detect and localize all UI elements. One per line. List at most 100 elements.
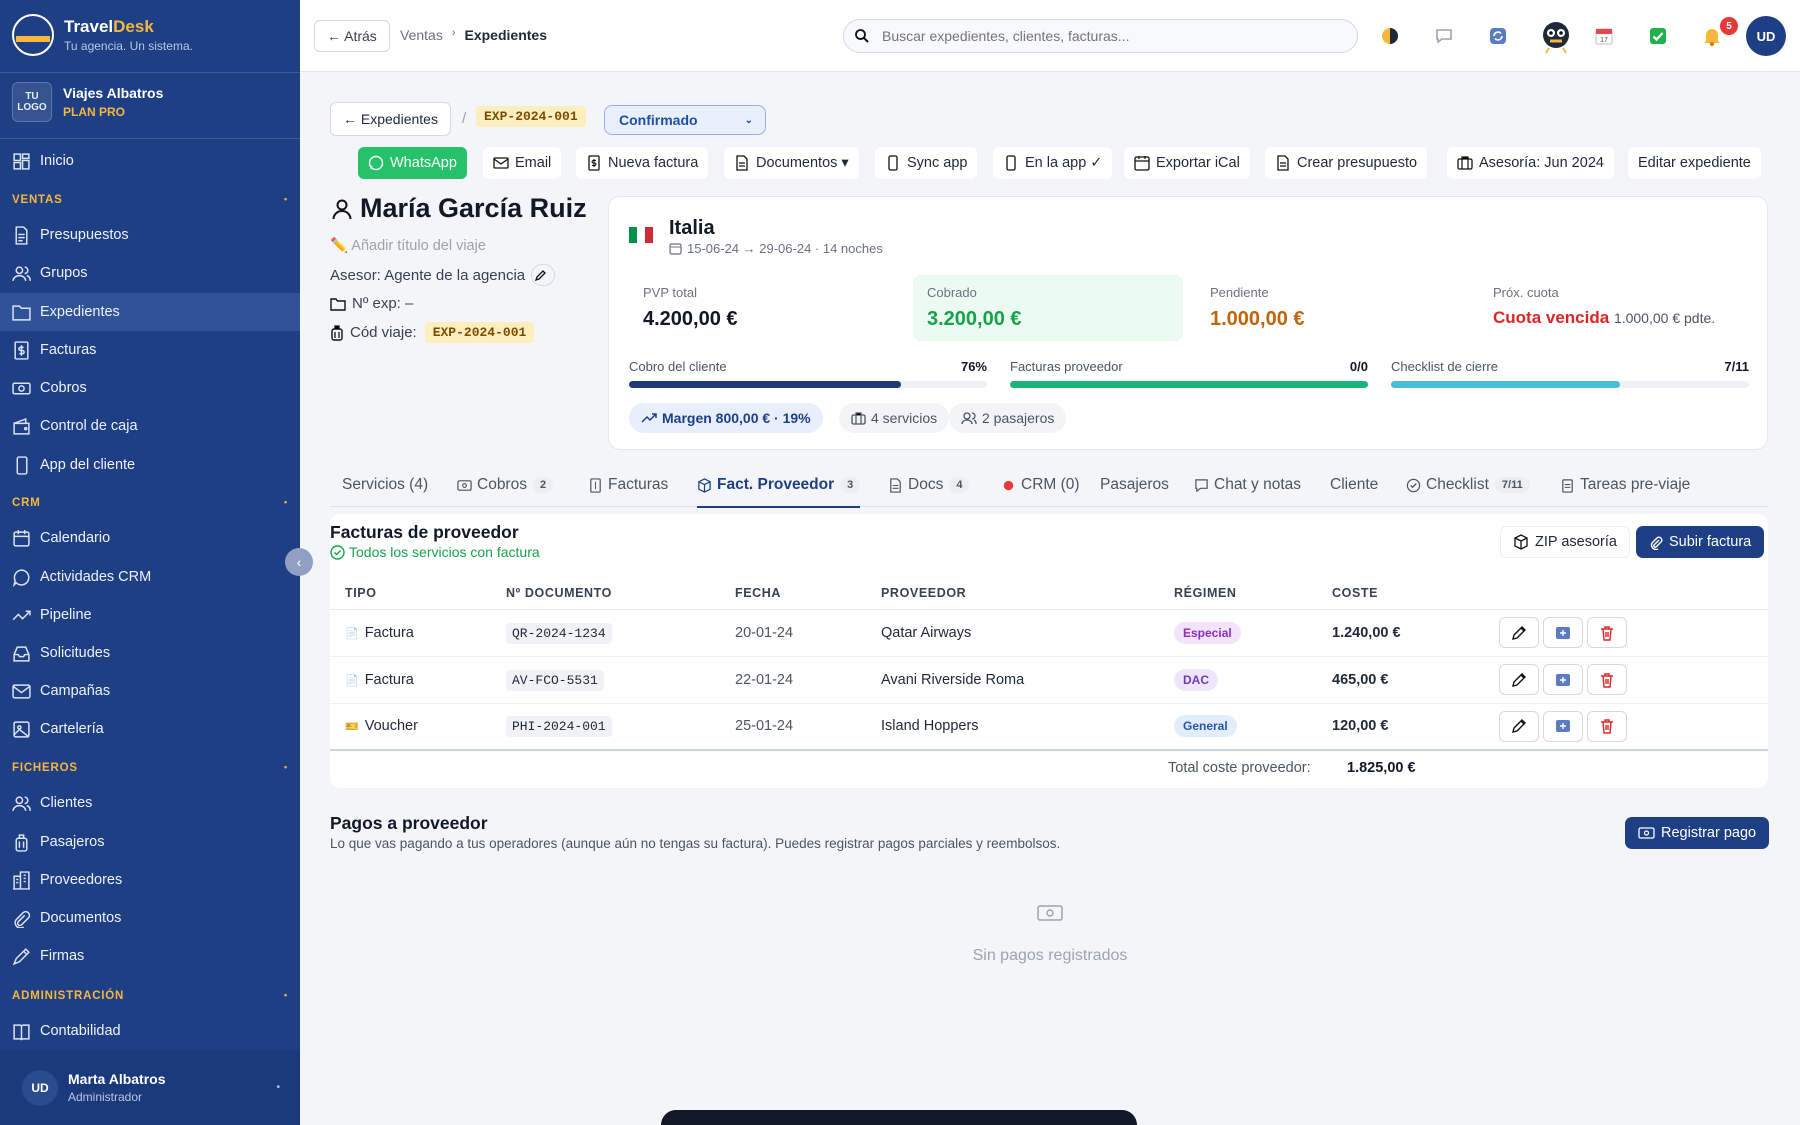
tab-checklist[interactable]: Checklist 7/11 (1406, 470, 1530, 507)
nueva-factura-button[interactable]: Nueva factura (576, 147, 709, 179)
exportar-ical-button[interactable]: Exportar iCal (1124, 147, 1250, 179)
sidebar-item-campanas[interactable]: Campañas (0, 672, 300, 710)
view-file-button[interactable] (1543, 710, 1583, 742)
sidebar-item-firmas[interactable]: Firmas (0, 937, 300, 975)
view-file-button[interactable] (1543, 617, 1583, 648)
sidebar-section-ventas-title[interactable]: VENTAS • (12, 194, 288, 206)
sidebar-section-crm-title[interactable]: CRM • (12, 497, 288, 509)
sidebar-item-label: Campañas (40, 683, 111, 699)
delete-button[interactable] (1587, 617, 1627, 648)
tab-cobros[interactable]: Cobros 2 (457, 470, 554, 507)
file-view-icon (1556, 626, 1570, 639)
sidebar-section-ficheros-title[interactable]: FICHEROS • (12, 762, 288, 774)
asesoria-button[interactable]: Asesoría: Jun 2024 (1447, 147, 1614, 179)
column-header[interactable]: FECHA (735, 577, 881, 610)
add-trip-title-link[interactable]: ✏️ Añadir título del viaje (330, 238, 486, 254)
column-header[interactable]: TIPO (330, 577, 506, 610)
edit-advisor-button[interactable] (531, 264, 556, 286)
tab-cliente[interactable]: Cliente (1330, 476, 1379, 493)
breadcrumb-expedientes: Expedientes (464, 27, 547, 43)
collapse-dot-icon: • (284, 990, 288, 1000)
search-box[interactable] (843, 19, 1358, 53)
en-la-app-button[interactable]: En la app ✓ (993, 147, 1113, 179)
sidebar-item-clientes[interactable]: Clientes (0, 784, 300, 822)
zip-asesoria-button[interactable]: ZIP asesoría (1500, 526, 1630, 558)
back-button[interactable]: ← Atrás (314, 20, 390, 52)
breadcrumb-ventas[interactable]: Ventas (400, 27, 443, 43)
sidebar-item-expedientes[interactable]: Expedientes (0, 293, 300, 331)
sidebar-item-calendario[interactable]: Calendario (0, 519, 300, 557)
banknote-icon (457, 480, 472, 491)
sidebar-item-presupuestos[interactable]: Presupuestos (0, 216, 300, 254)
table-row[interactable]: 📄 Factura QR-2024-1234 20-01-24 Qatar Air… (330, 609, 1768, 657)
table-row[interactable]: 🎫 Voucher PHI-2024-001 25-01-24 Island Ho… (330, 703, 1768, 751)
column-header[interactable]: RÉGIMEN (1174, 577, 1332, 610)
documentos-button[interactable]: Documentos ▾ (724, 147, 859, 179)
sidebar-item-proveedores[interactable]: Proveedores (0, 861, 300, 899)
tab-tareas-pre-viaje[interactable]: Tareas pre-viaje (1560, 470, 1690, 507)
brand[interactable]: TravelDesk Tu agencia. Un sistema. (12, 14, 193, 56)
sync-icon[interactable] (1484, 22, 1512, 50)
edit-button[interactable] (1499, 710, 1539, 742)
check-circle-icon (330, 544, 345, 560)
sidebar-item-pipeline[interactable]: Pipeline (0, 596, 300, 634)
column-header[interactable]: Nº DOCUMENTO (506, 577, 735, 610)
crear-presupuesto-button[interactable]: Crear presupuesto (1265, 147, 1428, 179)
column-header[interactable]: PROVEEDOR (881, 577, 1174, 610)
sidebar-item-control-de-caja[interactable]: Control de caja (0, 407, 300, 445)
sidebar-item-facturas[interactable]: Facturas (0, 331, 300, 369)
theme-toggle-icon[interactable] (1376, 22, 1404, 50)
tab-chat-y-notas[interactable]: Chat y notas (1194, 470, 1301, 507)
calendar-icon (669, 243, 682, 255)
user-menu[interactable]: UD Marta Albatros Administrador • (0, 1050, 300, 1125)
collapse-sidebar-button[interactable]: ‹ (285, 548, 313, 576)
sidebar-section-admin-title[interactable]: ADMINISTRACIÓN • (12, 990, 288, 1002)
sidebar-item-contabilidad[interactable]: Contabilidad (0, 1012, 300, 1050)
top-bar: ← Atrás Ventas › Expedientes 17 5 UD (300, 0, 1800, 72)
delete-button[interactable] (1587, 664, 1627, 695)
sync-app-button[interactable]: Sync app (875, 147, 978, 179)
tab-pasajeros[interactable]: Pasajeros (1100, 476, 1169, 493)
tasks-check-icon[interactable] (1644, 22, 1672, 50)
edit-button[interactable] (1499, 664, 1539, 695)
tab-crm-0[interactable]: CRM (0) (1001, 470, 1080, 507)
register-payment-button[interactable]: Registrar pago (1625, 817, 1770, 849)
sidebar-item-app-del-cliente[interactable]: App del cliente (0, 446, 300, 484)
tab-bar: Servicios (4) Cobros 2 Facturas Fact. Provee… (330, 470, 1768, 508)
back-to-expedientes-button[interactable]: ← Expedientes (330, 102, 451, 136)
sidebar-item-documentos[interactable]: Documentos (0, 899, 300, 937)
agency-plan: PLAN PRO (63, 105, 126, 119)
sidebar-item-actividades-crm[interactable]: Actividades CRM (0, 558, 300, 596)
table-row[interactable]: 📄 Factura AV-FCO-5531 22-01-24 Avani Rive… (330, 656, 1768, 704)
column-header[interactable]: COSTE (1332, 577, 1499, 610)
whatsapp-button[interactable]: WhatsApp (358, 147, 467, 179)
advisor-text: Asesor: Agente de la agencia (330, 266, 526, 284)
sidebar-item-carteleria[interactable]: Cartelería (0, 710, 300, 748)
status-select[interactable]: Confirmado ⌄ (604, 105, 766, 135)
sidebar-item-pasajeros[interactable]: Pasajeros (0, 823, 300, 861)
tab-servicios-4[interactable]: Servicios (4) (342, 476, 429, 493)
sidebar-item-cobros[interactable]: Cobros (0, 369, 300, 407)
calendar-icon[interactable]: 17 (1590, 22, 1618, 50)
bell-icon[interactable] (1698, 22, 1726, 50)
view-file-button[interactable] (1543, 664, 1583, 695)
chevron-down-icon: ⌄ (744, 114, 753, 126)
trip-code-label: Cód viaje: (350, 324, 417, 341)
user-avatar[interactable]: UD (1746, 16, 1786, 56)
sidebar-item-solicitudes[interactable]: Solicitudes (0, 634, 300, 672)
tab-facturas[interactable]: Facturas (588, 470, 668, 507)
tab-docs[interactable]: Docs 4 (888, 470, 970, 507)
sidebar-item-grupos[interactable]: Grupos (0, 254, 300, 292)
collapse-dot-icon: • (284, 497, 288, 507)
delete-button[interactable] (1587, 710, 1627, 742)
tab-fact-proveedor[interactable]: Fact. Proveedor 3 (697, 470, 861, 508)
mascot-icon[interactable] (1536, 16, 1576, 56)
chat-icon[interactable] (1430, 22, 1458, 50)
search-input[interactable] (882, 28, 1322, 44)
edit-button[interactable] (1499, 617, 1539, 648)
agency-switcher[interactable]: TU LOGO Viajes Albatros PLAN PRO (12, 82, 163, 122)
upload-invoice-button[interactable]: Subir factura (1636, 526, 1765, 558)
editar-expediente-button[interactable]: Editar expediente (1628, 147, 1761, 179)
email-button[interactable]: Email (483, 147, 562, 179)
sidebar-item-inicio[interactable]: Inicio (0, 142, 300, 180)
